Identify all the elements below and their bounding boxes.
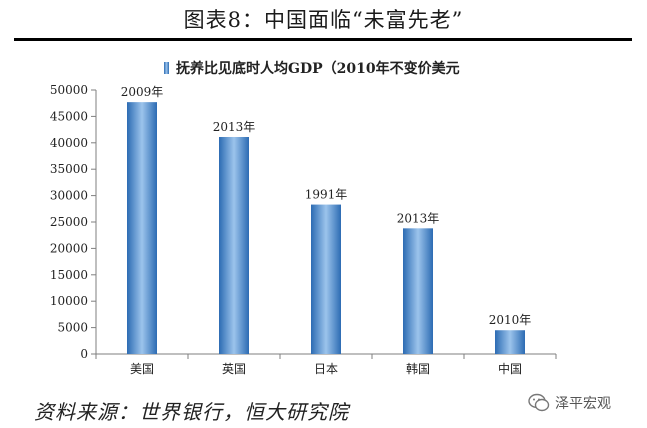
y-tick-label: 5000 [57,321,88,335]
y-tick-label: 15000 [50,268,88,282]
bar-data-label: 2013年 [397,211,440,225]
bar-chart: 抚养比见底时人均GDP（2010年不变价美元 0 5000 10000 15000 20… [50,60,557,376]
y-tick-label: 40000 [50,136,88,150]
bar [127,102,157,354]
watermark: 泽平宏观 [528,391,611,415]
bar [219,136,249,354]
bar [495,330,525,354]
figure-title: 图表8：中国面临“未富先老” [183,8,464,32]
wechat-icon [528,393,550,412]
x-tick-label: 中国 [498,361,522,376]
y-tick-label: 35000 [50,162,88,176]
title-divider [14,38,632,41]
y-tick-label: 45000 [50,109,88,123]
y-tick-label: 0 [80,347,88,361]
bar-data-label: 2010年 [489,313,532,327]
bar-data-label: 2013年 [213,120,256,134]
x-tick-label: 日本 [314,362,338,376]
bar-data-label: 1991年 [305,188,348,202]
watermark-label: 泽平宏观 [555,396,611,412]
x-tick-label: 美国 [130,362,154,376]
source-note: 资料来源：世界银行，恒大研究院 [34,400,349,424]
bar-data-label: 2009年 [121,85,164,99]
x-axis: 美国 英国 日本 韩国 中国 [95,353,557,376]
x-tick-label: 英国 [222,362,246,376]
y-tick-label: 30000 [50,189,88,203]
y-tick-label: 10000 [50,294,88,308]
legend-label: 抚养比见底时人均GDP（2010年不变价美元 [176,60,460,77]
bar [403,228,433,354]
y-tick-label: 20000 [50,241,88,255]
bar-series: 2009年 2013年 1991年 2013年 2010年 [121,85,532,354]
x-tick-label: 韩国 [406,361,430,376]
bar [311,204,341,354]
legend-swatch [164,62,169,74]
y-tick-label: 50000 [50,83,88,97]
y-axis: 0 5000 10000 15000 20000 25000 30000 35000 40000… [50,83,97,361]
y-tick-label: 25000 [50,215,88,229]
